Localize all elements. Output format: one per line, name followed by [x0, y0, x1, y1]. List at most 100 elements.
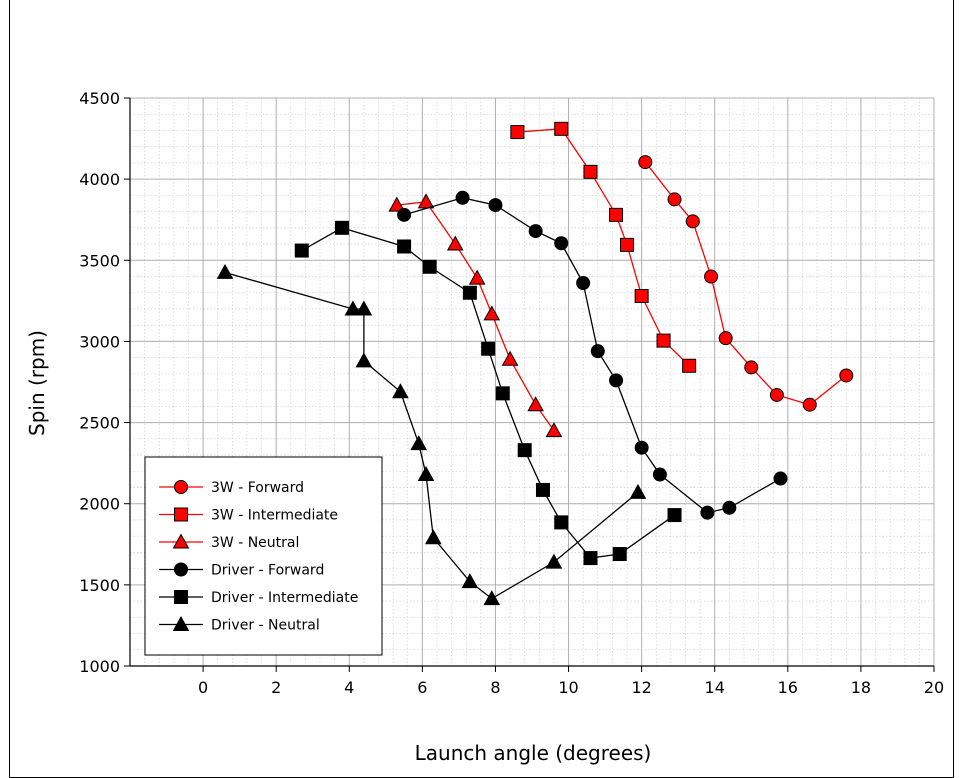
data-point: [545, 553, 563, 569]
legend-marker: [174, 507, 188, 522]
series-driver-forward: [397, 190, 788, 520]
series-driver-intermediate: [294, 220, 682, 566]
data-point: [629, 483, 647, 499]
data-point: [590, 344, 605, 359]
legend-item: 3W - Neutral: [159, 533, 299, 551]
data-point: [612, 547, 627, 562]
legend-marker: [174, 562, 188, 577]
data-point: [545, 422, 563, 438]
y-tick-label: 2000: [79, 495, 120, 514]
legend-item: Driver - Forward: [159, 562, 324, 579]
legend-marker: [174, 480, 188, 494]
data-point: [355, 352, 373, 368]
legend-marker: [172, 615, 190, 631]
legend-label: Driver - Intermediate: [211, 590, 358, 606]
legend-label: Driver - Neutral: [211, 618, 320, 634]
data-point: [483, 305, 501, 321]
legend-marker: [174, 590, 188, 604]
data-point: [417, 465, 435, 481]
legend-label: Driver - Forward: [211, 563, 324, 579]
legend-item: Driver - Intermediate: [159, 590, 358, 606]
data-point: [527, 396, 544, 412]
series-group: [216, 121, 854, 606]
legend-marker: [172, 533, 190, 549]
series-driver-neutral: [216, 263, 647, 606]
data-point: [652, 467, 667, 482]
y-tick-label: 4000: [79, 170, 120, 189]
data-point: [839, 368, 854, 383]
legend-item: Driver - Neutral: [159, 615, 320, 634]
data-point: [609, 207, 624, 222]
data-point: [410, 435, 428, 451]
data-point: [462, 285, 477, 300]
legend-label: 3W - Neutral: [211, 535, 299, 551]
y-tick-label: 2500: [79, 414, 120, 433]
x-tick-label: 20: [924, 678, 944, 697]
data-point: [667, 192, 682, 207]
x-tick-label: 8: [490, 678, 500, 697]
data-point: [344, 300, 362, 316]
data-point: [656, 333, 671, 348]
series-3w-intermediate: [510, 121, 697, 373]
data-point: [769, 387, 784, 402]
data-point: [425, 529, 442, 545]
data-point: [634, 440, 649, 455]
x-tick-label: 2: [271, 678, 281, 697]
data-point: [722, 500, 737, 515]
data-point: [481, 341, 496, 356]
data-point: [355, 300, 373, 316]
x-tick-label: 4: [344, 678, 354, 697]
data-point: [455, 190, 470, 205]
x-tick-label: 16: [778, 678, 798, 697]
data-point: [704, 269, 719, 284]
data-point: [667, 508, 682, 523]
data-point: [773, 471, 788, 486]
data-point: [583, 551, 598, 566]
data-point: [535, 482, 550, 497]
series-3w-neutral: [388, 193, 563, 438]
data-point: [294, 243, 309, 258]
series-3w-forward: [638, 155, 854, 412]
legend: 3W - Forward 3W - Intermediate 3W - Neutra…: [144, 456, 383, 656]
data-point: [468, 269, 486, 285]
legend-item: 3W - Intermediate: [159, 507, 338, 524]
axes: 0 2 4 6 8 10 12 14 16 18 20 1000 1500 2000 2500 3000 350…: [79, 89, 944, 697]
x-tick-label: 10: [558, 678, 578, 697]
data-point: [417, 193, 435, 209]
data-point: [488, 198, 503, 213]
y-axis-title: Spin (rpm): [25, 330, 49, 436]
data-point: [609, 373, 624, 388]
y-tick-label: 1500: [79, 576, 120, 595]
data-point: [461, 573, 479, 589]
data-point: [397, 239, 412, 254]
data-point: [620, 237, 635, 252]
data-point: [392, 383, 409, 399]
data-point: [517, 443, 532, 458]
data-point: [802, 397, 817, 412]
x-tick-label: 14: [705, 678, 725, 697]
x-tick-label: 12: [631, 678, 651, 697]
series-line: [517, 128, 690, 367]
data-point: [718, 331, 733, 346]
data-point: [744, 360, 759, 375]
data-point: [422, 259, 437, 274]
data-point: [583, 164, 598, 179]
legend-item: 3W - Forward: [159, 480, 304, 496]
data-point: [554, 236, 569, 251]
data-point: [576, 276, 591, 291]
data-point: [334, 220, 349, 235]
legend-label: 3W - Intermediate: [211, 508, 338, 524]
y-tick-label: 1000: [79, 657, 120, 676]
data-point: [446, 235, 464, 251]
data-point: [388, 196, 406, 212]
data-point: [483, 590, 501, 606]
legend-label: 3W - Forward: [211, 480, 304, 496]
y-tick-label: 4500: [79, 89, 120, 108]
data-point: [634, 288, 649, 303]
x-axis-title: Launch angle (degrees): [415, 741, 652, 765]
x-tick-label: 18: [851, 678, 871, 697]
data-point: [700, 505, 715, 520]
data-point: [397, 207, 412, 222]
x-tick-label: 6: [417, 678, 427, 697]
